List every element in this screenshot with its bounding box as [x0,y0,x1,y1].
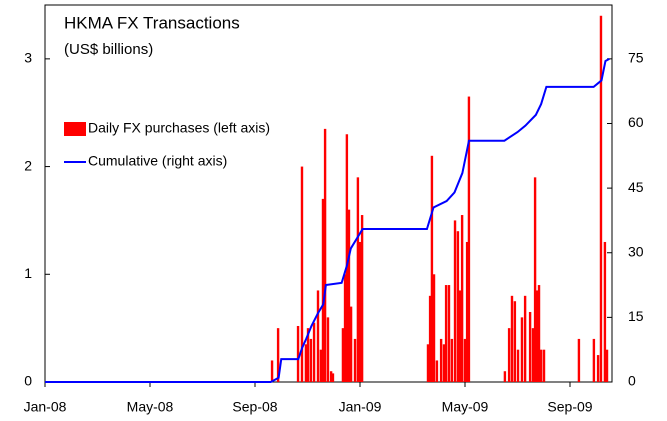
bar [450,338,454,382]
y2-tick-label: 75 [628,50,644,66]
bar [535,290,539,382]
bar [270,360,274,382]
bar [353,338,357,382]
y2-tick-label: 45 [628,179,644,195]
bar [503,371,507,382]
bar [439,338,443,382]
legend-swatch [64,122,86,136]
bar [323,128,327,382]
bar [539,349,543,382]
bar [358,241,362,382]
bar [309,338,313,382]
bar [460,215,464,382]
bar [516,349,520,382]
y-tick-label: 0 [24,373,32,389]
bar [349,306,353,382]
bar [453,220,457,382]
bar [312,322,316,382]
x-tick-label: Sep-08 [232,399,277,415]
y2-tick-label: 60 [628,114,644,130]
bar [276,328,280,382]
bar [442,344,446,382]
bar [360,215,364,382]
bar [345,134,349,382]
bar [520,317,524,382]
bar [316,290,320,382]
x-tick-label: Jan-09 [339,399,382,415]
bar [326,317,330,382]
bar [321,198,325,382]
bar [458,290,462,382]
y-tick-label: 2 [24,157,32,173]
chart-subtitle: (US$ billions) [64,41,153,58]
bar [605,349,609,382]
bar [435,360,439,382]
legend-label: Daily FX purchases (left axis) [88,120,270,136]
bar [456,231,460,382]
bar [300,166,304,382]
bar [537,285,541,382]
bar [599,15,603,383]
bar [510,295,514,382]
bar [428,295,432,382]
bar [347,209,351,382]
bar [304,344,308,382]
bar [531,328,535,382]
bar [447,285,451,382]
bar [523,295,527,382]
bar [356,177,360,382]
cumulative-line [45,57,610,383]
bar [542,349,546,382]
y-tick-label: 1 [24,265,32,281]
legend-label: Cumulative (right axis) [88,153,227,169]
bar [463,338,467,382]
y2-tick-label: 0 [628,373,636,389]
bar [577,338,581,382]
bar [341,328,345,382]
x-tick-label: Sep-09 [547,399,592,415]
bar [296,325,300,382]
bar [603,241,607,382]
bar [432,274,436,382]
x-tick-label: Jan-08 [24,399,67,415]
bar [592,338,596,382]
bar [306,328,310,382]
bar [444,285,448,382]
x-tick-label: May-08 [127,399,174,415]
bar [533,177,537,382]
bar [329,371,333,382]
bar [507,328,511,382]
bar [596,355,600,382]
bar [319,349,323,382]
bar [426,344,430,382]
bar [331,373,335,382]
bar [343,274,347,382]
bar [513,301,517,382]
y-tick-label: 3 [24,50,32,66]
x-tick-label: May-09 [442,399,489,415]
bar [430,155,434,382]
y2-tick-label: 30 [628,243,644,259]
bar [528,311,532,382]
bar [465,241,469,382]
chart-title: HKMA FX Transactions [64,13,240,32]
y2-tick-label: 15 [628,308,644,324]
bar [467,96,471,383]
